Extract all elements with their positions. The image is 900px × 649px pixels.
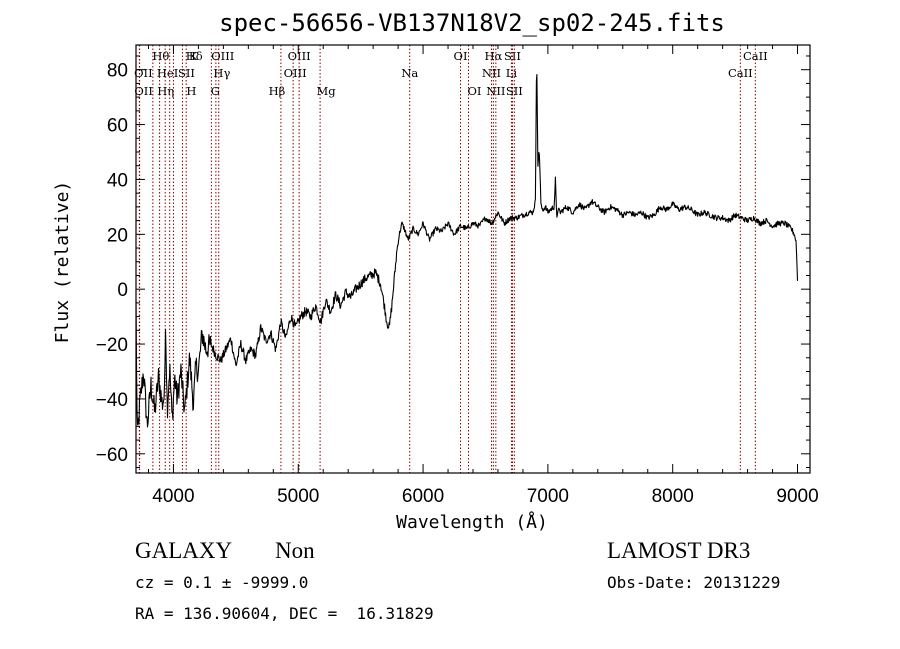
spectral-line-label: OII (134, 84, 153, 98)
x-tick-label: 4000 (152, 486, 194, 507)
axis-ticks: 4000 5000 6000 7000 8000 9000 −60 −40 −20 0 20 40 60… (96, 45, 819, 507)
spectral-line-label: SII (178, 66, 195, 80)
x-tick-label: 6000 (402, 486, 444, 507)
spectral-line-label: OI (468, 84, 482, 98)
redshift-cz: cz = 0.1 ± -9999.0 (135, 573, 309, 592)
object-subclass: Non (275, 538, 315, 563)
coordinates: RA = 136.90604, DEC = 16.31829 (135, 604, 434, 623)
spectral-line-label: Na (401, 66, 418, 80)
spectrum-series-line (135, 73, 799, 428)
spectral-line-label: Hθ (152, 49, 169, 63)
x-tick-label: 7000 (527, 486, 569, 507)
chart-title: spec-56656-VB137N18V2_sp02-245.fits (219, 9, 725, 37)
y-tick-label: −40 (96, 390, 128, 411)
survey-release: LAMOST DR3 (607, 538, 751, 563)
x-axis-label: Wavelength (Å) (396, 511, 548, 533)
y-tick-label: 80 (107, 61, 128, 82)
x-tick-label: 9000 (776, 486, 818, 507)
spectral-line-label: OI (454, 49, 468, 63)
x-tick-label: 5000 (277, 486, 319, 507)
y-axis-label: Flux (relative) (52, 181, 73, 344)
plot-frame (135, 44, 811, 474)
spectral-line-label: Hη (157, 84, 174, 98)
spectral-line-label: OIII (211, 49, 234, 63)
spectral-line-label: HeI (157, 66, 178, 80)
spectral-line-label: SII (504, 49, 521, 63)
spectral-line-label: Hδ (186, 49, 203, 63)
object-class: GALAXY (135, 538, 233, 563)
spectral-line-label: CaII (728, 66, 753, 80)
y-tick-label: 0 (117, 280, 128, 301)
spectral-line-label: OIII (284, 66, 307, 80)
y-tick-label: 60 (107, 116, 128, 137)
y-tick-label: −60 (96, 445, 128, 466)
spectral-line-label: Hγ (213, 66, 230, 80)
spectral-line-label: K (189, 49, 198, 63)
y-tick-label: −20 (96, 335, 128, 356)
x-tick-label: 8000 (652, 486, 694, 507)
spectral-line-label: NII (486, 84, 505, 98)
spectral-line-label: SII (506, 84, 523, 98)
observation-date: Obs-Date: 20131229 (607, 573, 781, 592)
spectral-line-label: Mg (317, 84, 337, 98)
spectral-line-label: G (211, 84, 220, 98)
spectral-line-label: Hβ (269, 84, 286, 98)
spectrum-chart: spec-56656-VB137N18V2_sp02-245.fits K Hθ H… (52, 9, 819, 533)
y-tick-label: 20 (107, 225, 128, 246)
spectral-line-label: NII (482, 66, 501, 80)
spectral-line-label: Li (506, 66, 518, 80)
spectral-line-label: CaII (743, 49, 768, 63)
spectral-line-label: OII (134, 66, 153, 80)
spectral-line-label: H (186, 84, 196, 98)
y-tick-label: 40 (107, 170, 128, 191)
spectral-line-label: Hα (484, 49, 502, 63)
